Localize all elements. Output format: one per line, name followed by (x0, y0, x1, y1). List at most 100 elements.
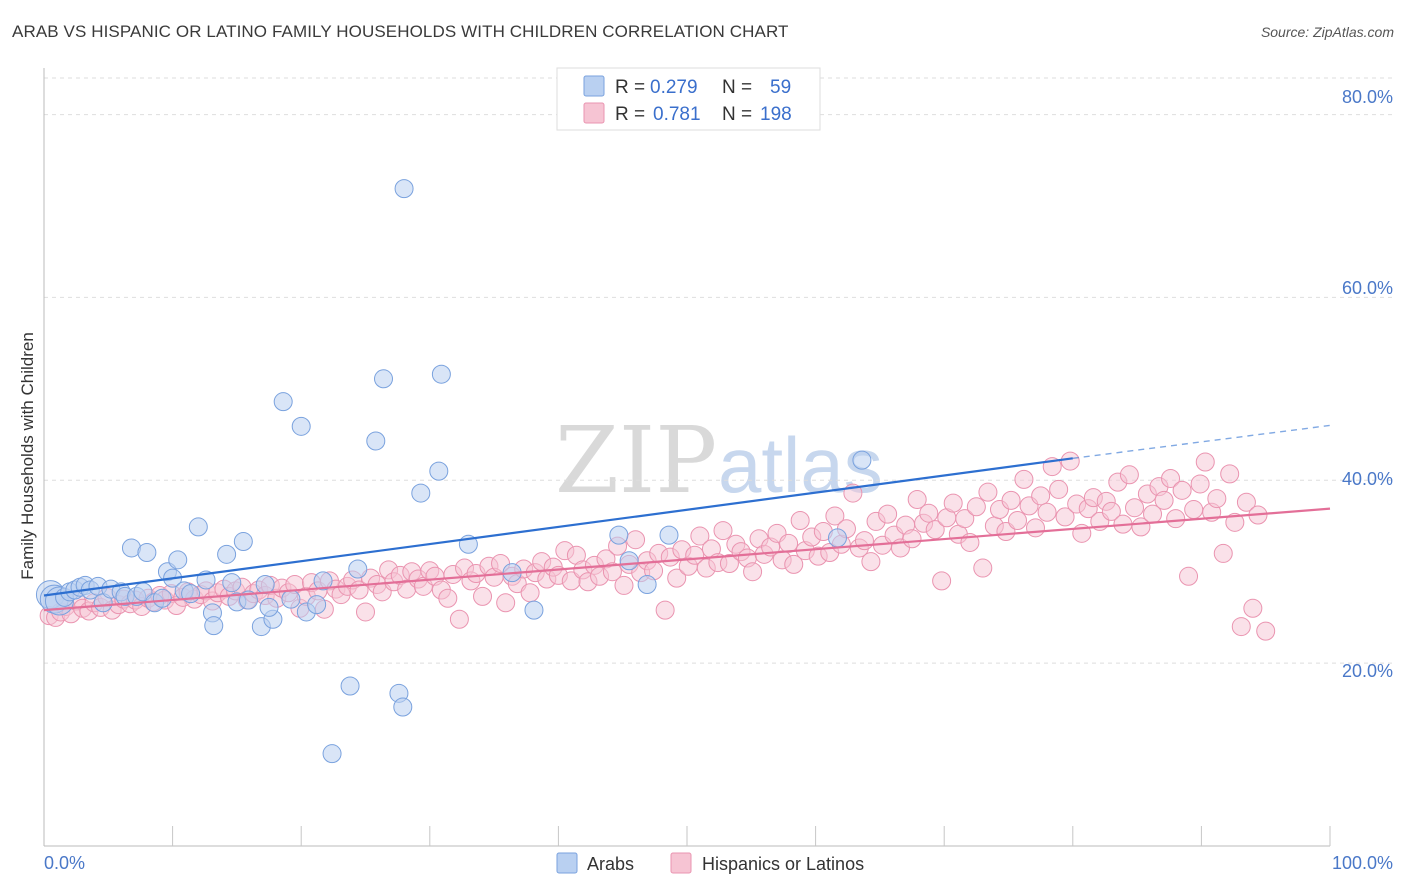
hispanic-point (1179, 566, 1199, 586)
arab-point (259, 597, 279, 617)
arab-point (524, 600, 544, 620)
arab-point (852, 450, 872, 470)
arab-point (291, 416, 311, 436)
source-credit: Source: ZipAtlas.com (1260, 24, 1394, 40)
hispanic-point (1055, 507, 1075, 527)
hispanic-trend-line (43, 507, 1331, 612)
legend-r-value-hispanics: 0.781 (653, 104, 701, 125)
hispanic-point (626, 530, 646, 550)
hispanic-point (1236, 492, 1256, 512)
hispanic-point (690, 526, 710, 546)
hispanic-point (907, 489, 927, 509)
hispanic-point (1101, 501, 1121, 521)
hispanic-point (1207, 489, 1227, 509)
hispanic-point (1008, 511, 1028, 531)
hispanic-point (790, 511, 810, 531)
hispanic-point (1161, 468, 1181, 488)
bottom-legend-label-arabs: Arabs (587, 854, 634, 874)
hispanic-point (496, 593, 516, 613)
arab-point (273, 392, 293, 412)
legend-r-label-hispanics: R = (615, 104, 645, 125)
arab-point (322, 744, 342, 764)
hispanic-point (655, 600, 675, 620)
hispanic-point (1014, 469, 1034, 489)
hispanic-point (614, 575, 634, 595)
y-axis-label: Family Households with Children (18, 332, 37, 580)
arab-point (137, 543, 157, 563)
y-tick-label-60: 60.0% (1342, 278, 1393, 298)
hispanic-point (713, 521, 733, 541)
arab-point (348, 559, 368, 579)
hispanic-point (602, 562, 622, 582)
hispanic-point (878, 504, 898, 524)
arab-point (431, 364, 451, 384)
hispanic-point (1243, 598, 1263, 618)
hispanic-point (1154, 490, 1174, 510)
arab-point (827, 528, 847, 548)
bottom-legend-label-hispanics: Hispanics or Latinos (702, 854, 864, 874)
hispanic-point (966, 497, 986, 517)
hispanic-point (1184, 500, 1204, 520)
hispanic-point (1195, 452, 1215, 472)
arab-point (609, 525, 629, 545)
trend-lines (43, 424, 1331, 612)
y-tick-label-80: 80.0% (1342, 87, 1393, 107)
bottom-legend-swatch-hispanics (670, 852, 692, 874)
hispanic-point (1220, 464, 1240, 484)
hispanic-point (1172, 480, 1192, 500)
arab-point (233, 532, 253, 552)
x-tick-label-0: 0.0% (44, 853, 85, 873)
stats-legend: R = 0.279 N = 59 R = 0.781 N = 198 (556, 67, 821, 131)
hispanic-point (779, 533, 799, 553)
hispanic-point (825, 506, 845, 526)
legend-n-label-arabs: N = (722, 77, 752, 98)
arab-point (374, 369, 394, 389)
legend-r-label-arabs: R = (615, 77, 645, 98)
hispanic-point (955, 509, 975, 529)
legend-swatch-hispanics (583, 102, 605, 124)
hispanic-point (973, 558, 993, 578)
hispanic-point (1166, 509, 1186, 529)
hispanic-point (1119, 465, 1139, 485)
watermark-zip: ZIP (555, 407, 717, 514)
hispanic-point (902, 529, 922, 549)
arab-point (313, 571, 333, 591)
hispanic-point (1231, 617, 1251, 637)
legend-n-label-hispanics: N = (722, 104, 752, 125)
arab-point (281, 589, 301, 609)
legend-swatch-arabs (583, 75, 605, 97)
legend-r-value-arabs: 0.279 (650, 77, 698, 98)
arab-point (168, 550, 188, 570)
arab-point (222, 573, 242, 593)
hispanic-point (1213, 543, 1233, 563)
arab-point (255, 575, 275, 595)
hispanic-point (438, 588, 458, 608)
hispanic-point (356, 602, 375, 622)
hispanic-point (1256, 621, 1276, 641)
arab-point (188, 517, 208, 537)
arab-point (659, 525, 679, 545)
hispanic-point (1190, 474, 1210, 494)
hispanic-point (925, 520, 945, 540)
hispanic-point (1026, 518, 1046, 538)
hispanic-point (1031, 486, 1051, 506)
y-tick-label-20: 20.0% (1342, 661, 1393, 681)
legend-n-value-hispanics: 198 (760, 104, 792, 125)
arab-point (366, 431, 386, 451)
arab-point (307, 595, 327, 615)
arab-point (394, 179, 414, 199)
hispanic-point (1225, 512, 1245, 532)
arab-point (340, 676, 360, 696)
x-tick-label-100: 100.0% (1332, 853, 1393, 873)
hispanic-point (932, 571, 952, 591)
hispanic-point (1049, 479, 1069, 499)
arab-point (238, 590, 258, 610)
legend-n-value-arabs: 59 (770, 77, 791, 98)
arab-point (217, 544, 237, 564)
hispanic-point (1001, 490, 1021, 510)
hispanic-point (919, 503, 939, 523)
hispanic-point (1060, 451, 1080, 471)
hispanic-point (978, 482, 998, 502)
hispanic-point (861, 552, 881, 572)
hispanic-point (667, 568, 687, 588)
